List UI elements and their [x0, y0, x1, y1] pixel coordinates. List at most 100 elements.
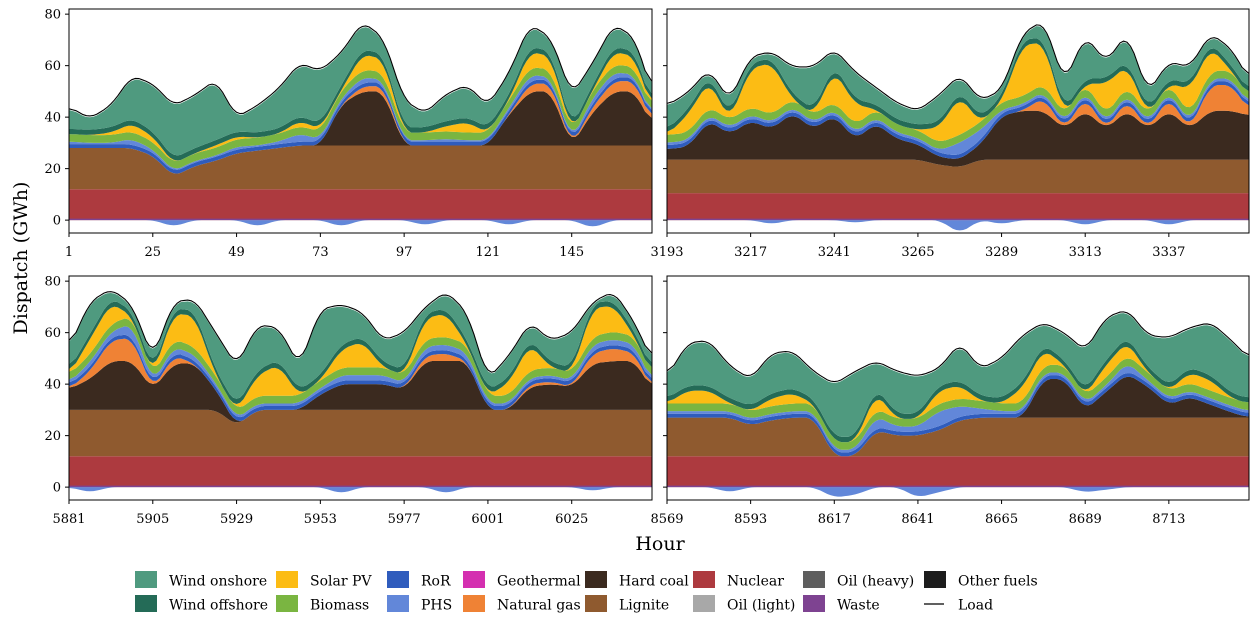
y-tick-label: 60	[44, 326, 61, 341]
area-wind-offshore	[667, 341, 1249, 443]
area-lignite	[667, 417, 1249, 457]
y-tick-label: 80	[44, 8, 61, 23]
legend-swatch	[585, 595, 607, 612]
y-tick-label: 40	[44, 111, 61, 126]
area-phs	[667, 366, 1249, 453]
x-tick-label: 5905	[136, 512, 169, 527]
x-tick-label: 1	[65, 245, 73, 260]
legend-swatch	[463, 595, 485, 612]
x-tick-label: 3265	[901, 245, 934, 260]
legend-label: Oil (light)	[727, 598, 795, 614]
x-tick-label: 8569	[650, 512, 683, 527]
area-lignite	[69, 409, 652, 457]
legend-swatch	[585, 571, 607, 588]
legend-item-biomass: Biomass	[276, 595, 369, 614]
legend-label: Nuclear	[727, 574, 784, 590]
legend-swatch	[803, 571, 825, 588]
x-tick-label: 25	[145, 245, 162, 260]
area-natural-gas	[69, 338, 652, 422]
load-line	[69, 291, 652, 373]
y-tick-label: 20	[44, 162, 61, 177]
legend-item-geothermal: Geothermal	[463, 571, 581, 590]
x-tick-label: 8713	[1152, 512, 1185, 527]
x-tick-label: 6025	[555, 512, 588, 527]
x-tick-label: 8665	[985, 512, 1018, 527]
legend-item-other-fuels: Other fuels	[924, 571, 1038, 590]
legend-item-solar-pv: Solar PV	[276, 571, 372, 590]
chart-panels: 0 20 40 60 80 1 25 49 73 97 121 145 3193 3217 3241 3265…	[44, 8, 1250, 527]
area-wind-onshore	[667, 313, 1249, 437]
x-tick-label: 73	[312, 245, 329, 260]
x-tick-label: 5953	[304, 512, 337, 527]
y-tick-label: 0	[53, 481, 61, 496]
legend-label: RoR	[421, 574, 451, 590]
x-tick-label: 6001	[471, 512, 504, 527]
area-wind-onshore	[667, 26, 1249, 127]
panel-bottom-left: 0 20 40 60 80 5881 5905 5929 5953 5977 6001 6025	[44, 275, 653, 527]
area-hard-coal	[667, 110, 1249, 167]
area-biomass	[667, 70, 1249, 149]
legend-swatch	[387, 571, 409, 588]
stacked-areas	[667, 311, 1249, 497]
x-tick-label: 3313	[1069, 245, 1102, 260]
legend-label: Wind onshore	[169, 574, 267, 590]
area-wind-onshore	[69, 292, 652, 399]
plot-frame	[666, 275, 1250, 501]
legend-swatch	[924, 571, 946, 588]
legend-item-oil-heavy: Oil (heavy)	[803, 571, 914, 590]
legend-swatch	[276, 571, 298, 588]
area-phs-pumping	[69, 487, 652, 493]
x-tick-label: 49	[228, 245, 245, 260]
x-tick-label: 8641	[901, 512, 934, 527]
stacked-areas	[667, 24, 1249, 231]
x-tick-label: 8689	[1069, 512, 1102, 527]
x-tick-label: 145	[559, 245, 584, 260]
x-tick-label: 5881	[52, 512, 85, 527]
y-axis-label: Dispatch (GWh)	[10, 182, 32, 335]
area-wind-offshore	[667, 38, 1249, 132]
legend-label: Natural gas	[497, 598, 581, 614]
plot-frame	[68, 8, 653, 234]
legend: Wind onshore Wind offshore Solar PV Biomass…	[135, 571, 1038, 614]
area-lignite	[667, 159, 1249, 194]
area-phs	[69, 326, 652, 418]
legend-item-oil-light: Oil (light)	[693, 595, 795, 614]
stacked-areas	[69, 291, 652, 493]
area-ror	[667, 373, 1249, 457]
x-tick-label: 97	[396, 245, 413, 260]
legend-item-natural-gas: Natural gas	[463, 595, 581, 614]
legend-label: Hard coal	[619, 574, 689, 590]
load-line	[667, 311, 1249, 383]
plot-frame	[666, 8, 1250, 234]
x-tick-label: 3193	[650, 245, 683, 260]
legend-item-ror: RoR	[387, 571, 451, 590]
legend-label: Solar PV	[310, 574, 372, 590]
x-tick-label: 3241	[818, 245, 851, 260]
x-tick-label: 5929	[220, 512, 253, 527]
x-tick-label: 121	[476, 245, 501, 260]
x-tick-label: 3337	[1152, 245, 1185, 260]
legend-label: Oil (heavy)	[837, 574, 914, 590]
load-line	[69, 25, 652, 117]
y-tick-label: 80	[44, 275, 61, 290]
legend-label: PHS	[421, 598, 452, 614]
plot-frame	[68, 275, 653, 501]
area-ror	[667, 81, 1249, 159]
legend-label: Load	[958, 598, 993, 614]
x-tick-label: 8593	[734, 512, 767, 527]
x-axis-label: Hour	[635, 533, 685, 555]
area-nuclear	[667, 456, 1249, 488]
load-line	[667, 24, 1249, 110]
area-nuclear	[667, 193, 1249, 221]
legend-item-hard-coal: Hard coal	[585, 571, 689, 590]
x-tick-label: 3289	[985, 245, 1018, 260]
y-tick-label: 60	[44, 59, 61, 74]
area-wind-onshore	[69, 27, 652, 156]
legend-swatch	[693, 595, 715, 612]
area-hard-coal	[69, 91, 652, 174]
legend-item-lignite: Lignite	[585, 595, 669, 614]
y-tick-label: 40	[44, 378, 61, 393]
legend-item-load: Load	[924, 598, 993, 614]
area-solar-pv	[667, 347, 1249, 443]
